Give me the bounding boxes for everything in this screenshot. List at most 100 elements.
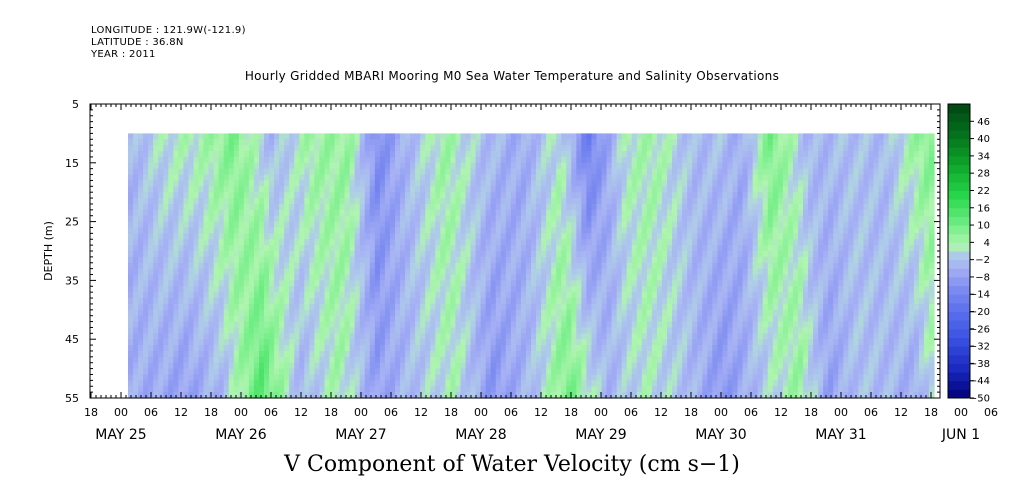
heatmap-cell [238, 315, 245, 323]
heatmap-cell [470, 386, 477, 393]
heatmap-cell [576, 168, 582, 176]
heatmap-cell [314, 133, 321, 140]
heatmap-cell [354, 303, 361, 311]
heatmap-cell [440, 327, 446, 334]
heatmap-cell [374, 298, 381, 305]
heatmap-cell [561, 362, 567, 370]
heatmap-cell [389, 256, 396, 264]
heatmap-cell [319, 327, 326, 334]
heatmap-cell [480, 374, 487, 381]
heatmap-cell [656, 133, 663, 140]
heatmap-cell [173, 215, 179, 223]
heatmap-cell [525, 227, 532, 234]
heatmap-cell [168, 286, 174, 293]
heatmap-cell [208, 203, 215, 211]
heatmap-cell [228, 186, 235, 193]
heatmap-cell [566, 303, 572, 311]
heatmap-cell [566, 339, 572, 346]
heatmap-cell [440, 392, 446, 399]
heatmap-cell [334, 209, 341, 217]
heatmap-cell [324, 186, 331, 193]
heatmap-cell [253, 198, 260, 205]
heatmap-cell [490, 139, 497, 146]
heatmap-cell [631, 303, 638, 311]
heatmap-cell [646, 262, 653, 270]
heatmap-cell [274, 256, 280, 264]
heatmap-cell [596, 180, 603, 187]
heatmap-cell [359, 180, 366, 187]
heatmap-cell [621, 362, 628, 370]
heatmap-cell [551, 280, 557, 287]
heatmap-cell [546, 286, 552, 293]
heatmap-cell [198, 274, 205, 281]
heatmap-cell [425, 180, 431, 187]
heatmap-cell [571, 133, 577, 140]
heatmap-cell [364, 321, 371, 329]
heatmap-cell [606, 315, 613, 323]
heatmap-cell [238, 174, 245, 182]
heatmap-cell [319, 333, 326, 340]
heatmap-cell [238, 362, 245, 370]
heatmap-cell [193, 139, 200, 146]
heatmap-cell [148, 203, 154, 211]
heatmap-cell [299, 327, 305, 334]
heatmap-cell [450, 180, 457, 187]
heatmap-cell [354, 392, 361, 399]
heatmap-cell [561, 374, 567, 381]
heatmap-cell [571, 180, 577, 187]
heatmap-cell [420, 156, 426, 164]
heatmap-cell [193, 174, 200, 182]
heatmap-cell [400, 221, 406, 229]
heatmap-cell [490, 198, 497, 205]
heatmap-cell [410, 262, 416, 270]
heatmap-cell [264, 339, 270, 346]
heatmap-cell [606, 245, 613, 252]
heatmap-cell [238, 221, 245, 229]
heatmap-cell [586, 221, 593, 229]
heatmap-cell [339, 345, 346, 352]
heatmap-cell [374, 356, 381, 364]
heatmap-cell [591, 339, 598, 346]
heatmap-cell [379, 151, 386, 158]
heatmap-cell [601, 368, 608, 376]
heatmap-cell [349, 180, 356, 187]
heatmap-cell [198, 298, 205, 305]
heatmap-cell [294, 180, 300, 187]
heatmap-cell [228, 262, 235, 270]
heatmap-cell [183, 256, 190, 264]
heatmap-cell [168, 315, 174, 323]
heatmap-cell [349, 215, 356, 223]
heatmap-cell [520, 133, 527, 140]
heatmap-cell [631, 256, 638, 264]
heatmap-cell [213, 298, 220, 305]
heatmap-cell [455, 151, 462, 158]
heatmap-cell [284, 203, 290, 211]
heatmap-cell [178, 368, 185, 376]
heatmap-cell [445, 286, 451, 293]
heatmap-cell [601, 315, 608, 323]
heatmap-cell [163, 203, 169, 211]
heatmap-cell [520, 192, 527, 199]
heatmap-cell [299, 145, 305, 152]
heatmap-cell [304, 203, 310, 211]
heatmap-cell [672, 221, 678, 229]
heatmap-cell [667, 174, 673, 182]
heatmap-cell [163, 356, 169, 364]
heatmap-cell [505, 215, 512, 223]
heatmap-cell [626, 333, 633, 340]
heatmap-cell [394, 327, 401, 334]
heatmap-cell [289, 386, 295, 393]
heatmap-cell [475, 362, 482, 370]
heatmap-cell [636, 162, 643, 170]
heatmap-cell [213, 327, 220, 334]
heatmap-cell [561, 133, 567, 140]
heatmap-cell [490, 392, 497, 399]
heatmap-cell [616, 168, 623, 176]
heatmap-cell [485, 321, 492, 329]
heatmap-cell [641, 262, 648, 270]
heatmap-cell [253, 156, 260, 164]
heatmap-cell [475, 303, 482, 311]
heatmap-cell [661, 292, 668, 299]
heatmap-cell [153, 239, 159, 246]
heatmap-cell [269, 203, 275, 211]
